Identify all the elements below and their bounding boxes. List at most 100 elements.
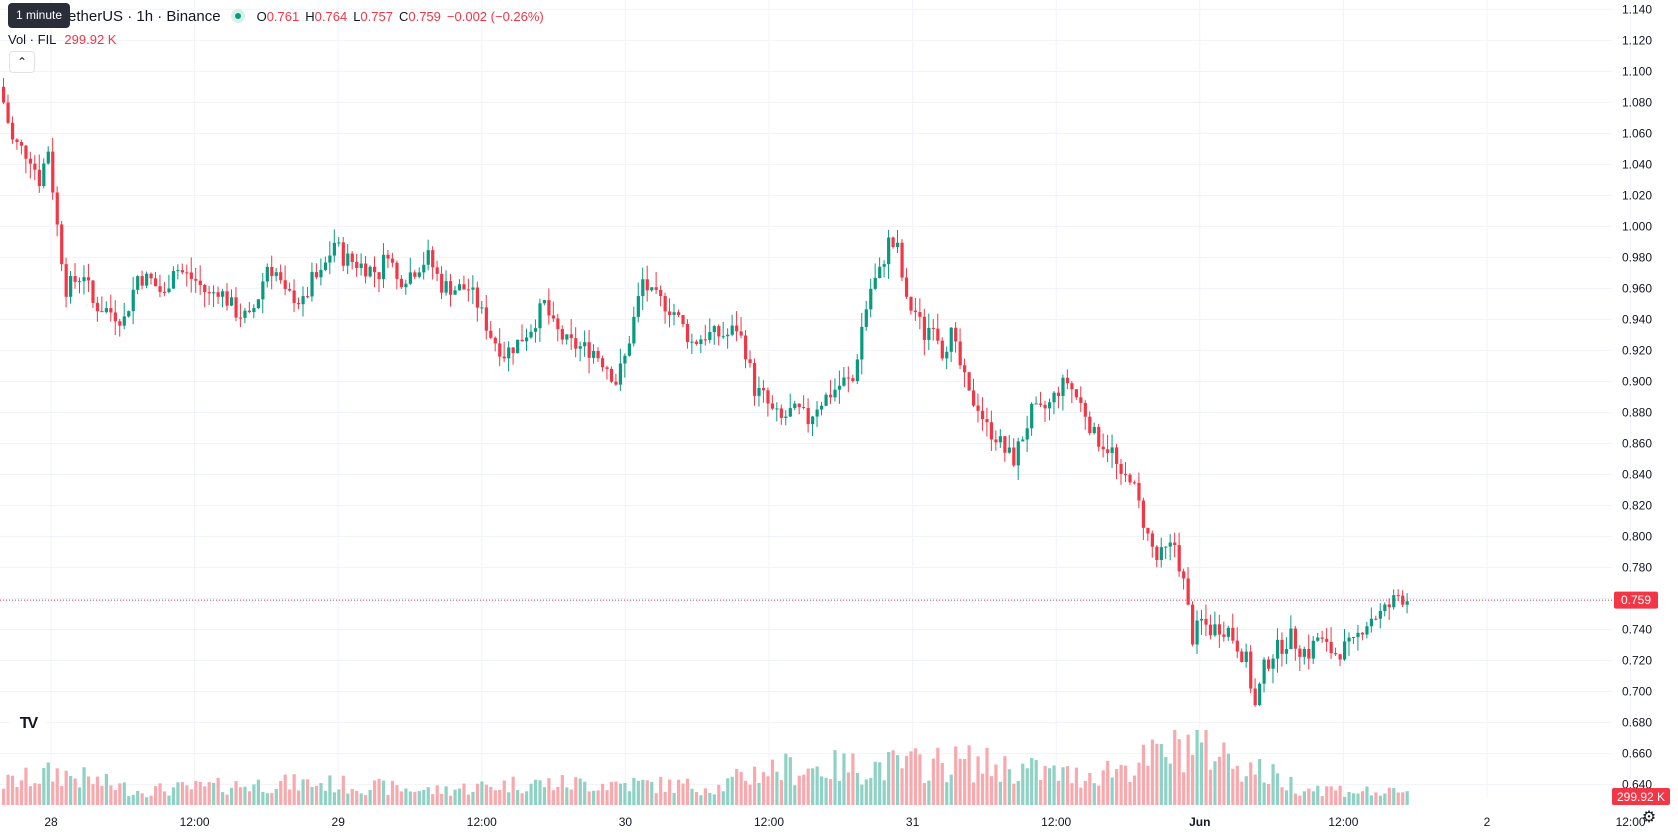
candle-body (498, 343, 502, 357)
candle-body (466, 289, 471, 291)
volume-bar (788, 757, 792, 805)
candle-body (828, 394, 833, 398)
volume-bar (283, 774, 287, 805)
candle-body (1222, 634, 1226, 637)
candle-body (685, 324, 690, 342)
candle-body (100, 311, 104, 313)
candle-body (194, 278, 198, 281)
candle-body (69, 276, 73, 297)
volume-bar (1334, 790, 1338, 805)
candle-body (806, 407, 810, 425)
volume-bar (1320, 796, 1324, 805)
collapse-legend-button[interactable]: ⌃ (9, 51, 35, 73)
volume-bar (1284, 790, 1289, 805)
volume-bar (502, 780, 506, 805)
volume-bar (498, 789, 502, 805)
candle-body (748, 359, 752, 364)
volume-legend[interactable]: Vol · FIL 299.92 K (8, 32, 116, 47)
candle-body (811, 416, 815, 425)
volume-bar (1356, 793, 1360, 805)
candle-body (668, 311, 672, 315)
volume-bar (1253, 774, 1257, 805)
volume-bar (1039, 779, 1043, 805)
volume-bar (824, 777, 828, 805)
candle-body (1186, 578, 1190, 605)
volume-bar (1262, 782, 1266, 805)
volume-bar (1003, 756, 1007, 805)
volume-bar (408, 791, 412, 805)
volume-bar (104, 773, 109, 805)
volume-bar (337, 789, 341, 805)
candle-body (1159, 547, 1163, 561)
volume-bar (726, 778, 730, 805)
candle-body (440, 273, 444, 293)
volume-bar (1030, 758, 1034, 805)
candle-body (614, 381, 618, 385)
candle-body (42, 163, 46, 187)
y-tick-label: 1.120 (1622, 33, 1652, 47)
volume-bar (185, 785, 189, 805)
volume-bar (578, 778, 582, 805)
candle-body (994, 439, 998, 443)
candle-body (1334, 653, 1338, 655)
candle-body (19, 142, 24, 146)
volume-bar (118, 783, 122, 805)
volume-bar (1351, 793, 1356, 805)
volume-bar (918, 754, 922, 805)
candle-body (1231, 627, 1235, 641)
volume-bar (1012, 783, 1016, 805)
candle-body (131, 289, 135, 312)
volume-bar (694, 791, 699, 805)
volume-bar (1065, 766, 1070, 805)
tradingview-logo-icon[interactable]: TV (10, 710, 46, 738)
volume-bar (1347, 792, 1351, 805)
candle-body (1195, 620, 1199, 645)
volume-bar (712, 794, 716, 805)
candle-body (180, 270, 184, 273)
candle-body (949, 327, 953, 352)
volume-bar (140, 793, 144, 805)
volume-bar (587, 791, 591, 805)
candle-body (605, 367, 609, 369)
volume-bar (355, 790, 359, 805)
candle-body (627, 343, 631, 356)
volume-bar (802, 774, 806, 805)
candle-body (256, 299, 260, 309)
market-status-icon (230, 9, 245, 23)
volume-bar (1338, 785, 1342, 805)
candle-body (542, 300, 547, 304)
volume-bar (744, 780, 748, 805)
volume-bar (221, 792, 225, 805)
candle-body (904, 277, 909, 297)
high-label: H (305, 8, 315, 24)
y-tick-label: 1.040 (1622, 157, 1652, 171)
gear-icon[interactable]: ⚙ (1641, 809, 1657, 826)
volume-bar (1025, 768, 1029, 805)
volume-bar (95, 776, 100, 805)
candle-body (703, 339, 707, 341)
candle-body (449, 281, 453, 295)
candle-body (270, 266, 274, 276)
candle-body (609, 368, 614, 382)
volume-bar (882, 780, 886, 805)
volume-bar (1052, 765, 1056, 805)
candle-body (797, 403, 801, 408)
high-value: 0.764 (314, 8, 348, 24)
candle-body (73, 276, 77, 282)
candle-body (413, 272, 417, 277)
volume-bar (860, 784, 864, 805)
candle-body (395, 262, 399, 279)
price-change: −0.002 (−0.26%) (446, 8, 544, 24)
x-tick-label: 31 (906, 815, 920, 829)
volume-bar (896, 755, 900, 805)
candle-body (171, 270, 176, 289)
volume-bar (547, 778, 551, 805)
volume-bar (113, 790, 117, 805)
volume-bar (417, 791, 421, 805)
candle-body (641, 279, 645, 297)
symbol-title[interactable]: etherUS · 1h · Binance (68, 7, 221, 25)
chart-grid (0, 0, 1632, 797)
candle-body (659, 289, 663, 297)
candle-body (319, 269, 323, 278)
